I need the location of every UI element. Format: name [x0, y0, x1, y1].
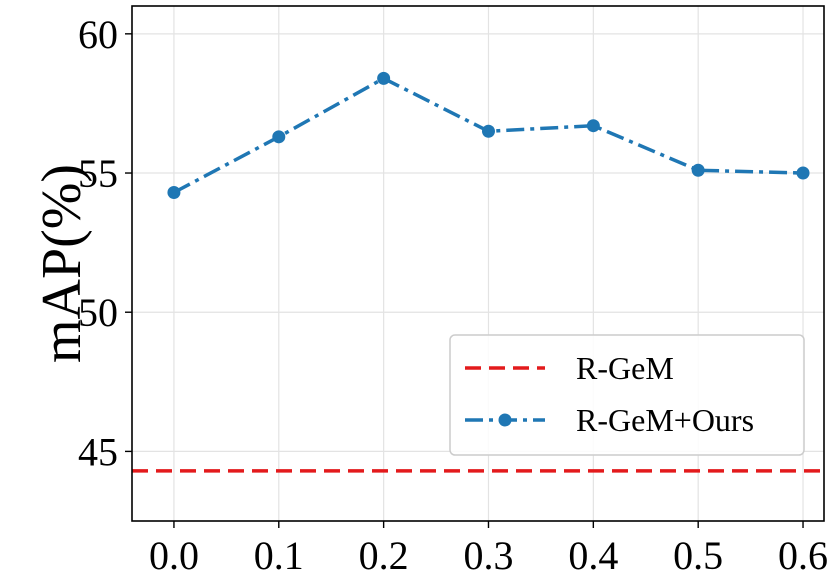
legend-box	[449, 334, 805, 456]
data-point	[167, 186, 181, 200]
x-tick-label: 0.2	[359, 533, 409, 576]
x-tick-label: 0.4	[568, 533, 618, 576]
plot-frame	[131, 5, 825, 522]
legend-label-r-gem: R-GeM	[576, 350, 674, 386]
data-point	[481, 124, 495, 138]
y-tick-label: 55	[78, 151, 118, 196]
x-tick-label: 0.0	[149, 533, 199, 576]
y-axis-label: mAP(%)	[31, 164, 93, 363]
series-layer	[132, 71, 824, 473]
x-tick-label: 0.6	[778, 533, 828, 576]
data-point	[586, 119, 600, 133]
y-tick-label: 60	[78, 12, 118, 57]
x-tick-label: 0.5	[673, 533, 723, 576]
x-tick-label: 0.3	[463, 533, 513, 576]
data-point	[377, 71, 391, 85]
y-tick-label: 45	[78, 429, 118, 474]
data-point	[691, 163, 705, 177]
legend-label-r-gem-ours: R-GeM+Ours	[576, 402, 754, 438]
data-point	[796, 166, 810, 180]
legend: R-GeM R-GeM+Ours	[449, 334, 805, 456]
x-tick-label: 0.1	[254, 533, 304, 576]
grid	[132, 6, 824, 521]
ticks: 0.0 0.1 0.2 0.3 0.4 0.5 0.6 45 50 55 60	[78, 12, 828, 576]
y-tick-label: 50	[78, 290, 118, 335]
legend-marker-r-gem-ours	[498, 413, 512, 427]
data-point	[272, 130, 286, 144]
